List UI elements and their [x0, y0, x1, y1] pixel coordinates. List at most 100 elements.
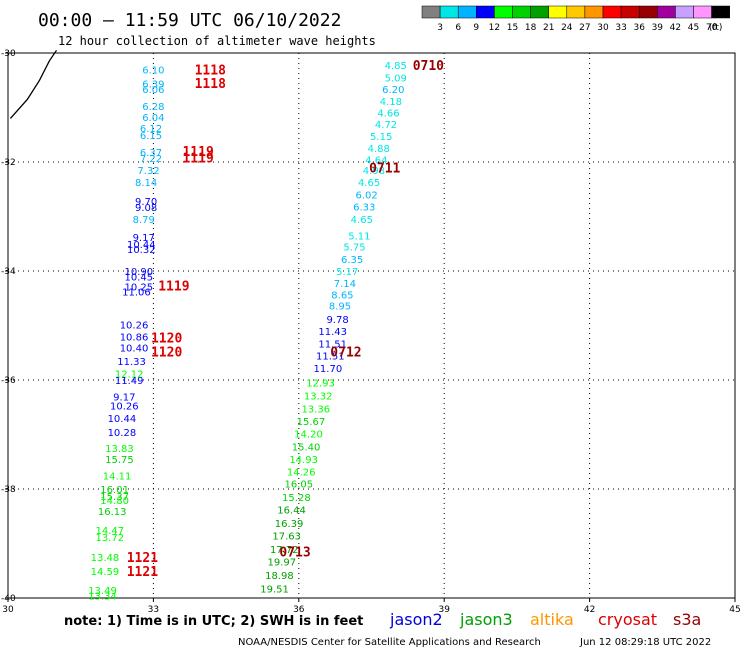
swh-point-s3a: 11.51	[316, 351, 345, 362]
swh-point-s3a: 4.98	[363, 166, 385, 177]
colorbar-swatch	[675, 5, 694, 19]
swh-point-cryosat: 6.04	[142, 113, 164, 124]
x-tick-label: 42	[584, 605, 595, 615]
x-tick-label: 30	[2, 605, 14, 615]
swh-point-cryosat: 10.32	[127, 245, 156, 256]
colorbar-label: 70	[706, 23, 718, 33]
swh-point-s3a: 9.78	[326, 315, 348, 326]
colorbar-swatch	[638, 5, 658, 19]
footer-timestamp: Jun 12 08:29:18 UTC 2022	[579, 637, 711, 648]
swh-point-s3a: 13.32	[304, 391, 333, 402]
swh-point-s3a: 4.88	[368, 144, 390, 155]
swh-point-s3a: 5.11	[348, 232, 370, 243]
y-tick-label: -34	[1, 267, 16, 277]
y-tick-label: -32	[1, 158, 16, 168]
colorbar-swatch	[620, 5, 640, 19]
swh-point-cryosat: 13.83	[105, 444, 134, 455]
y-tick-label: -40	[1, 594, 16, 604]
x-tick-label: 45	[729, 605, 740, 615]
legend-jason3: jason3	[459, 610, 513, 629]
swh-point-s3a: 15.67	[297, 417, 326, 428]
swh-point-cryosat: 10.40	[120, 343, 149, 354]
swh-point-cryosat: 6.37	[140, 148, 162, 159]
coastline-path	[9, 49, 58, 119]
colorbar-label: 3	[437, 23, 443, 33]
swh-point-s3a: 14.26	[287, 468, 316, 479]
colorbar-label: 12	[489, 23, 500, 33]
swh-point-cryosat: 6.28	[142, 102, 164, 113]
track-time-label: 0712	[330, 346, 361, 361]
swh-point-cryosat: 16.13	[98, 507, 127, 518]
colorbar-swatch	[476, 5, 495, 19]
swh-point-s3a: 5.15	[370, 132, 392, 143]
swh-point-s3a: 4.64	[365, 155, 387, 166]
swh-point-cryosat: 6.12	[140, 124, 162, 135]
colorbar-label: 6	[455, 23, 461, 33]
swh-point-cryosat: 9.17	[133, 233, 155, 244]
swh-point-cryosat: 16.01	[100, 485, 129, 496]
satellite-legend: jason2 jason3 altika cryosat s3a	[389, 610, 701, 629]
swh-point-cryosat: 7.22	[140, 154, 162, 165]
swh-point-cryosat: 14.47	[95, 526, 124, 537]
swh-point-s3a: 19.97	[268, 557, 297, 568]
x-tick-label: 36	[293, 605, 305, 615]
swh-point-s3a: 15.28	[282, 493, 311, 504]
colorbar-swatch	[439, 5, 459, 19]
colorbar-label: 24	[561, 23, 573, 33]
swh-point-s3a: 11.70	[314, 364, 343, 375]
footer-note: note: 1) Time is in UTC; 2) SWH is in fe…	[64, 614, 363, 629]
swh-point-s3a: 13.36	[301, 404, 330, 415]
swh-point-s3a: 6.33	[353, 203, 375, 214]
footer-credit: NOAA/NESDIS Center for Satellite Applica…	[238, 637, 541, 648]
x-tick-label: 39	[438, 605, 450, 615]
y-tick-label: -38	[1, 485, 16, 495]
swh-point-cryosat: 10.28	[108, 428, 137, 439]
track-time-label: 1121	[127, 565, 158, 580]
swh-point-s3a: 19.51	[260, 585, 289, 596]
swh-point-cryosat: 10.25	[125, 282, 154, 293]
chart-subtitle: 12 hour collection of altimeter wave hei…	[58, 34, 376, 48]
track-time-label: 0713	[279, 546, 310, 561]
colorbar-label: 15	[507, 23, 518, 33]
swh-point-s3a: 14.93	[289, 455, 318, 466]
track-time-label: 1121	[127, 551, 158, 566]
swh-point-s3a: 4.66	[377, 108, 399, 119]
swh-point-s3a: 5.17	[336, 267, 358, 278]
track-time-label: 1118	[195, 63, 226, 78]
swh-point-s3a: 12.93	[306, 379, 335, 390]
swh-point-cryosat: 8.79	[133, 215, 155, 226]
swh-point-cryosat: 6.39	[142, 80, 164, 91]
track-time-label: 1119	[182, 152, 213, 167]
colorbar-label: 21	[543, 23, 554, 33]
swh-point-cryosat: 13.49	[88, 586, 117, 597]
colorbar-label: (ft)	[709, 23, 723, 33]
swh-points: 6.10 6.396.06 6.286.046.126.15 6.377.227.32…	[88, 61, 407, 602]
colorbar-swatch	[494, 5, 513, 19]
colorbar-swatch	[530, 5, 549, 19]
swh-point-cryosat: 15.37	[100, 492, 129, 503]
chart-title: 00:00 – 11:59 UTC 06/10/2022	[38, 10, 341, 31]
swh-point-cryosat: 10.44	[108, 414, 137, 425]
colorbar-label: 9	[473, 23, 479, 33]
swh-point-s3a: 6.35	[341, 255, 363, 266]
map-grid	[8, 53, 735, 598]
colorbar-swatch	[657, 5, 676, 19]
swh-point-cryosat: 10.45	[125, 272, 154, 283]
colorbar-swatch	[693, 5, 712, 19]
coastline	[9, 49, 58, 119]
track-time-label: 1118	[195, 77, 226, 92]
swh-point-cryosat: 10.90	[125, 267, 154, 278]
swh-point-cryosat: 9.70	[135, 197, 157, 208]
legend-cryosat: cryosat	[598, 610, 657, 629]
y-tick-label: -30	[1, 49, 16, 59]
swh-point-s3a: 17.72	[270, 545, 299, 556]
legend-altika: altika	[530, 610, 574, 629]
swh-point-cryosat: 10.26	[110, 402, 139, 413]
colorbar-swatch	[602, 5, 622, 19]
swh-point-cryosat: 9.08	[135, 203, 157, 214]
y-tick-label: -36	[1, 376, 16, 386]
swh-point-s3a: 4.65	[358, 178, 380, 189]
swh-point-cryosat: 14.11	[103, 471, 132, 482]
track-time-label: 1119	[158, 280, 189, 295]
swh-point-cryosat: 10.86	[120, 332, 149, 343]
